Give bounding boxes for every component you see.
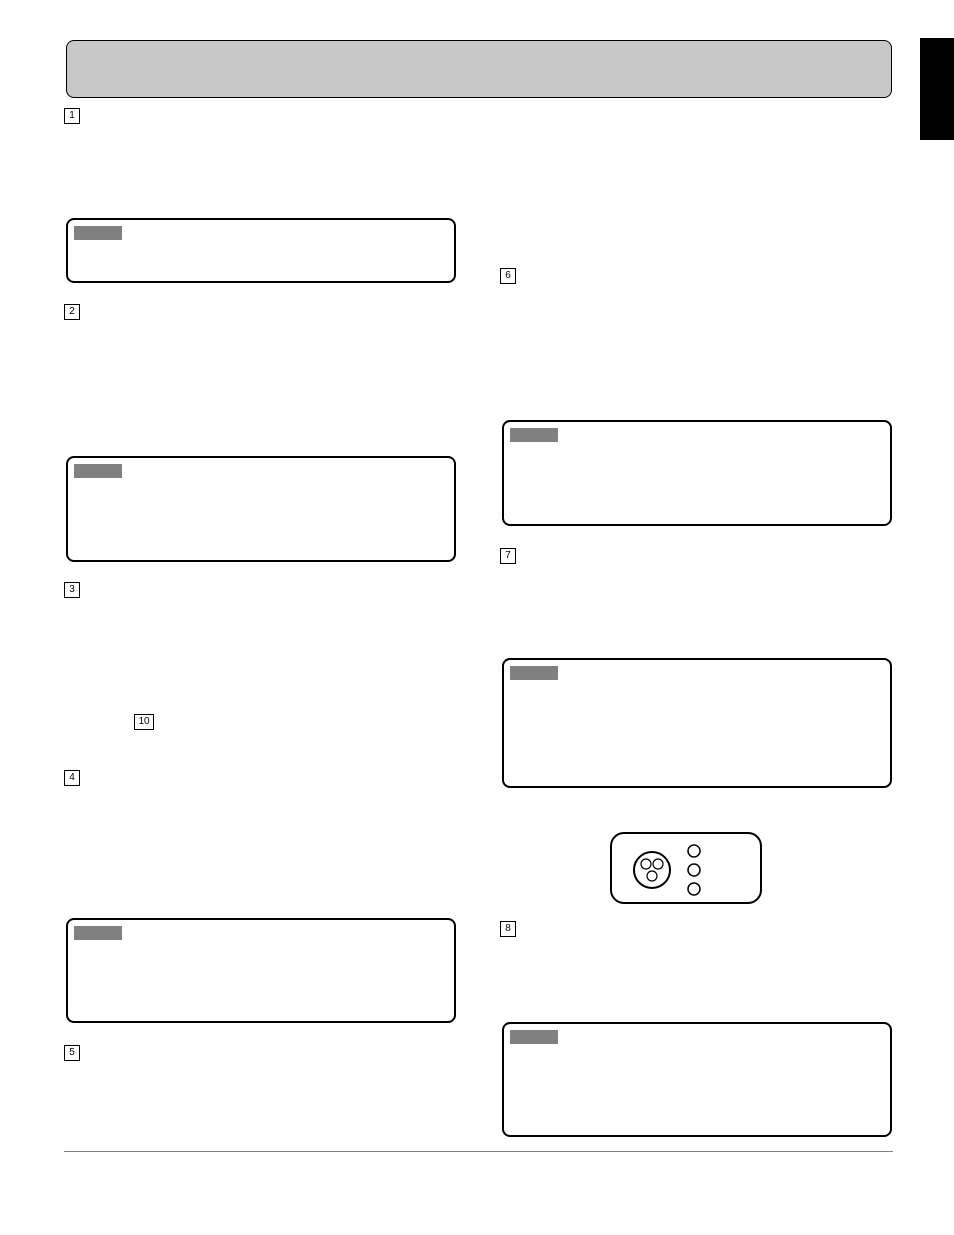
note-tag [510, 1030, 558, 1044]
step-badge-10: 10 [134, 714, 154, 730]
note-box-left-3 [66, 918, 456, 1023]
side-tab [920, 38, 954, 140]
section-header-bar [66, 40, 892, 98]
note-tag [510, 428, 558, 442]
note-box-right-1 [502, 420, 892, 526]
step-badge-6: 6 [500, 268, 516, 284]
connector-panel-svg [612, 834, 760, 902]
note-box-right-2 [502, 658, 892, 788]
note-box-left-2 [66, 456, 456, 562]
step-badge-2: 2 [64, 304, 80, 320]
step-badge-1: 1 [64, 108, 80, 124]
connector-panel-diagram [610, 832, 762, 904]
note-tag [74, 926, 122, 940]
bottom-rule [64, 1151, 893, 1152]
step-badge-8: 8 [500, 921, 516, 937]
step-badge-4: 4 [64, 770, 80, 786]
page: 1 2 3 10 4 5 6 7 8 [0, 0, 954, 1235]
step-badge-3: 3 [64, 582, 80, 598]
step-badge-5: 5 [64, 1045, 80, 1061]
note-tag [74, 464, 122, 478]
note-box-right-3 [502, 1022, 892, 1137]
note-tag [510, 666, 558, 680]
step-badge-7: 7 [500, 548, 516, 564]
note-box-left-1 [66, 218, 456, 283]
note-tag [74, 226, 122, 240]
